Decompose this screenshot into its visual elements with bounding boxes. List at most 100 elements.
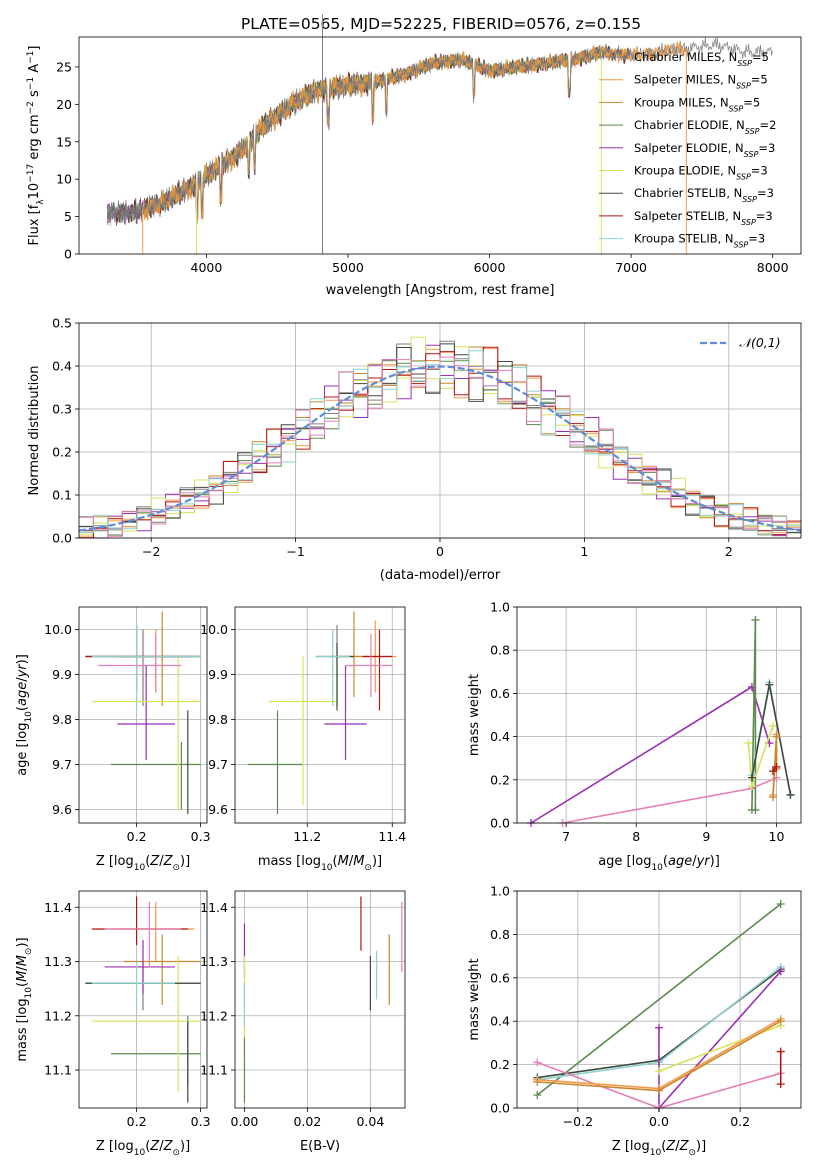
y-tick-label: 11.1: [44, 1063, 72, 1078]
x-tick-label: 8000: [757, 260, 789, 275]
x-tick-label: 0.00: [231, 1114, 259, 1129]
legend-label: Kroupa MILES, NSSP=5: [634, 95, 760, 113]
x-axis-label: mass [log10(M/M⊙)]: [258, 854, 382, 873]
y-tick-label: 1.0: [490, 884, 510, 899]
x-tick-label: 7: [562, 829, 570, 844]
legend: 𝒩(0,1): [700, 335, 781, 350]
axes-weight-vs-Z: −0.2 0.0 0.2 0.0 0.2 0.4 0.6 0.8 1.0 Z [log10(Z/Z…: [467, 884, 802, 1158]
axes-mass-vs-ebv: 0.00 0.02 0.04 11.1 11.2 11.3 11.4 E(B-V): [200, 890, 406, 1154]
x-tick-label: 0.0: [649, 1114, 669, 1129]
y-tick-label: 9.8: [208, 712, 228, 727]
axes-mass-vs-Z: 0.2 0.3 11.1 11.2 11.3 11.4 Z [log10(Z/Z⊙)] mas…: [15, 890, 211, 1158]
figure-title: PLATE=0565, MJD=52225, FIBERID=0576, z=0…: [241, 15, 641, 33]
y-tick-label: 11.1: [200, 1063, 228, 1078]
legend-label: Kroupa STELIB, NSSP=3: [634, 232, 765, 250]
weight-marker: [655, 1067, 663, 1076]
x-tick-label: 5000: [332, 260, 364, 275]
y-tick-label: 9.9: [208, 667, 228, 682]
x-tick-label: 0.2: [730, 1114, 750, 1129]
weight-marker: [751, 615, 760, 624]
x-axis-label: age [log10(age/yr)]: [598, 854, 720, 873]
y-tick-label: 0.3: [52, 402, 72, 417]
weight-marker: [776, 1047, 785, 1056]
y-tick-label: 0.5: [52, 316, 72, 331]
y-tick-label: 10: [56, 172, 72, 187]
y-tick-label: 11.4: [200, 900, 228, 915]
axes-frame: [234, 606, 406, 824]
x-tick-label: −0.2: [563, 1114, 593, 1129]
x-axis-label: E(B-V): [300, 1139, 340, 1154]
weight-marker: [776, 900, 785, 909]
y-tick-label: 5: [64, 209, 72, 224]
axes-weight-vs-age: 7 8 9 10 0.0 0.2 0.4 0.6 0.8 1.0 age [log10(age/yr…: [467, 600, 802, 873]
x-tick-label: 7000: [615, 260, 647, 275]
legend-label: Salpeter ELODIE, NSSP=3: [634, 141, 775, 159]
y-tick-label: 0: [64, 247, 72, 262]
y-tick-label: 9.6: [52, 802, 72, 817]
weight-marker: [655, 1023, 663, 1032]
y-tick-label: 0.6: [490, 686, 510, 701]
weight-marker: [768, 767, 777, 776]
x-tick-label: −1: [286, 544, 304, 559]
legend-label: Kroupa ELODIE, NSSP=3: [634, 164, 768, 182]
weight-marker: [747, 773, 756, 782]
y-tick-label: 0.4: [52, 359, 72, 374]
x-tick-label: 0.2: [127, 1114, 147, 1129]
y-tick-label: 11.2: [44, 1008, 72, 1023]
y-tick-label: 11.4: [44, 900, 72, 915]
y-tick-label: 0.2: [490, 1057, 510, 1072]
y-tick-label: 0.2: [490, 772, 510, 787]
x-tick-label: 9: [702, 829, 710, 844]
x-tick-label: 0.3: [191, 1114, 211, 1129]
y-tick-label: 9.6: [208, 802, 228, 817]
axes-frame: [234, 890, 406, 1109]
x-axis-label: Z [log10(Z/Z⊙)]: [96, 854, 190, 873]
weight-marker: [768, 721, 777, 730]
axes-spectrum: 4000 5000 6000 7000 8000 0 5 10 15 20 25 wavelength…: [26, 14, 802, 298]
y-tick-label: 0.1: [52, 488, 72, 503]
histogram-step: [79, 346, 801, 539]
y-tick-label: 0.8: [490, 927, 510, 942]
y-tick-label: 15: [56, 134, 72, 149]
histogram-step: [79, 356, 801, 539]
spectrum-line: [106, 43, 631, 227]
weight-marker: [776, 1080, 785, 1089]
weight-marker: [655, 1086, 663, 1095]
y-tick-label: 9.8: [52, 712, 72, 727]
axes-residuals: −2 −1 0 1 2 0.0 0.1 0.2 0.3 0.4 0.5 (data-model)/er…: [27, 316, 802, 583]
y-tick-label: 11.2: [200, 1008, 228, 1023]
weight-marker: [533, 1077, 542, 1086]
x-axis-label: wavelength [Angstrom, rest frame]: [326, 283, 555, 298]
weight-marker: [776, 967, 785, 976]
x-tick-label: 2: [725, 544, 733, 559]
legend-label: 𝒩(0,1): [739, 335, 781, 350]
weight-marker: [751, 806, 760, 815]
x-tick-label: 4000: [191, 260, 223, 275]
y-tick-label: 0.4: [490, 729, 510, 744]
x-tick-label: 0.02: [293, 1114, 321, 1129]
spectrum-line: [106, 37, 773, 226]
axes-age-vs-Z: 0.2 0.3 9.6 9.7 9.8 9.9 10.0 Z [log10(Z/Z⊙)] age…: [15, 606, 211, 873]
weight-marker: [744, 739, 753, 748]
y-axis-label: mass weight: [467, 958, 482, 1040]
x-tick-label: 6000: [474, 260, 506, 275]
y-axis-label: mass [log10(M/M⊙)]: [15, 937, 34, 1061]
x-axis-label: Z [log10(Z/Z⊙)]: [96, 1139, 190, 1158]
x-tick-label: −2: [142, 544, 160, 559]
y-axis-label: age [log10(age/yr)]: [15, 654, 34, 776]
weight-line: [751, 682, 792, 796]
axes-age-vs-mass: 11.2 11.4 9.6 9.7 9.8 9.9 10.0 mass [log10(M/M⊙…: [200, 606, 406, 873]
weight-marker: [786, 790, 795, 799]
y-tick-label: 0.0: [52, 531, 72, 546]
y-axis-label: Flux [fλ10−17 erg cm−2 s−1 A−1]: [26, 46, 46, 246]
y-tick-label: 10.0: [44, 622, 72, 637]
y-axis-label: Normed distribution: [27, 366, 42, 496]
legend: Chabrier MILES, NSSP=5 Salpeter MILES, NS…: [599, 50, 776, 249]
y-tick-label: 0.6: [490, 970, 510, 985]
weight-line: [530, 685, 771, 824]
x-tick-label: 8: [632, 829, 640, 844]
axes-frame: [78, 606, 208, 824]
x-tick-label: 11.2: [293, 829, 321, 844]
axes-frame: [78, 36, 802, 255]
legend-label: Chabrier ELODIE, NSSP=2: [634, 118, 776, 136]
